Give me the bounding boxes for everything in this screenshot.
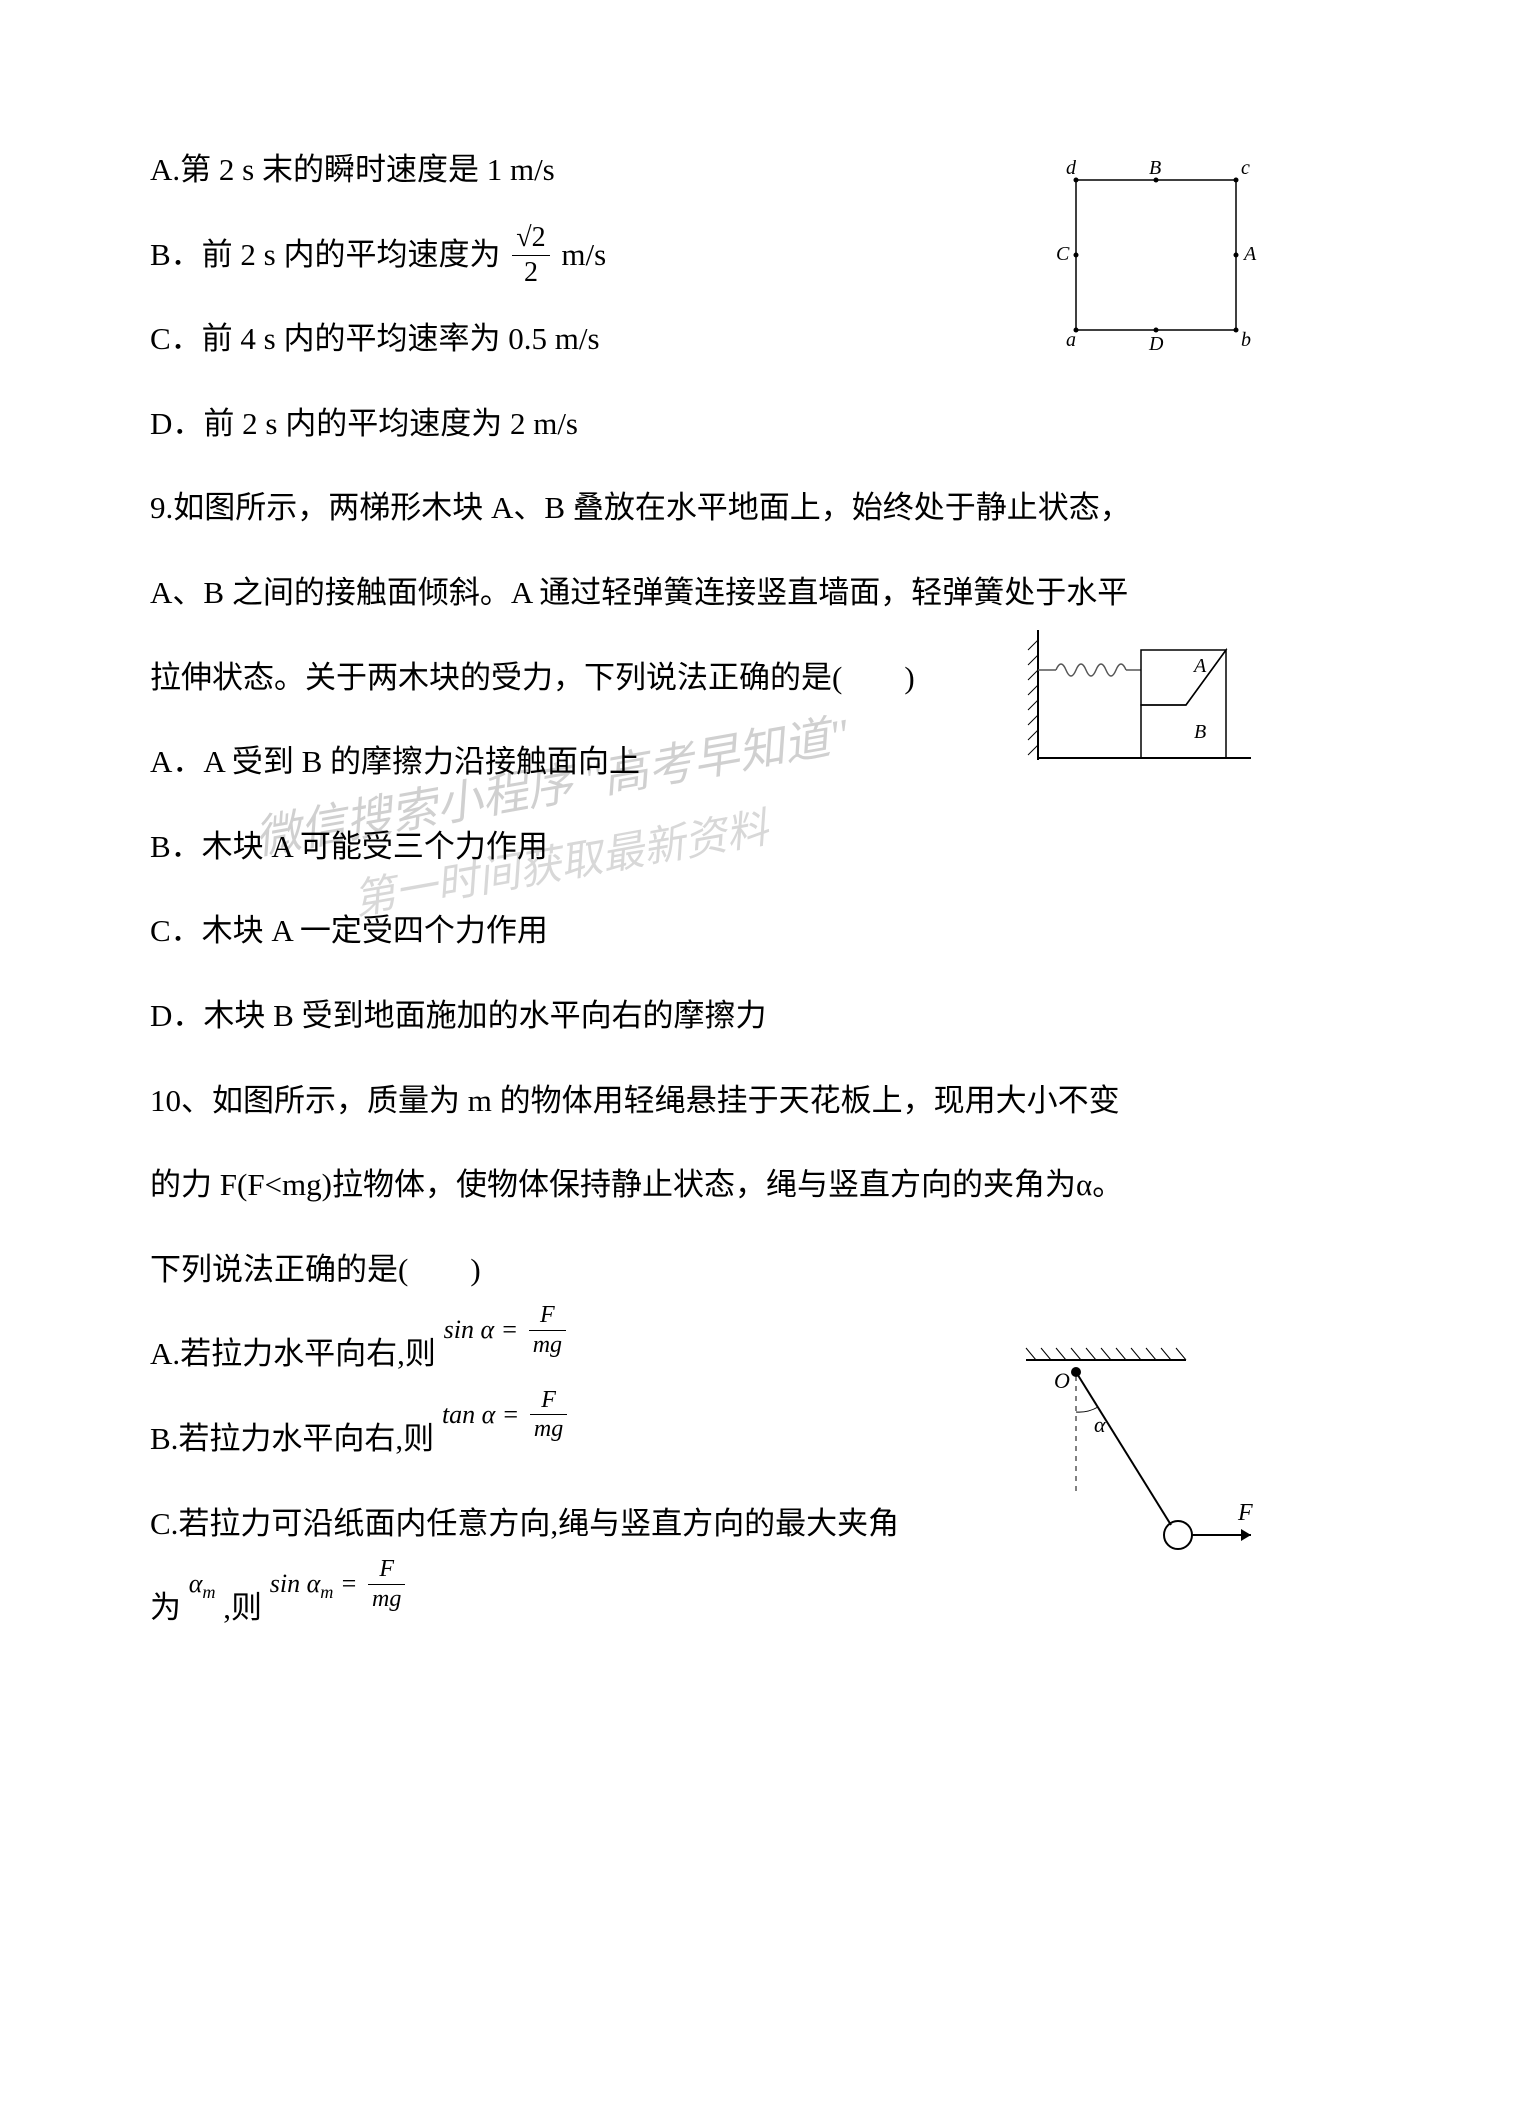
q10-optb-equation: tan α = F mg: [442, 1381, 571, 1449]
option-b-frac-den: 2: [512, 256, 549, 290]
q10-optc2-prefix: 为: [150, 1590, 181, 1625]
q10-opta-equation: sin α = F mg: [444, 1296, 570, 1364]
q10-line1: 10、如图所示，质量为 m 的物体用轻绳悬挂于天花板上，现用大小不变: [150, 1061, 1386, 1142]
q10-optc2-fraction: F mg: [368, 1555, 405, 1614]
option-c-text: C．前 4 s 内的平均速率为 0.5 m/s: [150, 299, 1386, 380]
q10-opta-frac-den: mg: [529, 1331, 566, 1360]
q9-option-a: A．A 受到 B 的摩擦力沿接触面向上: [150, 722, 1386, 803]
q10-optb-frac-num: F: [530, 1386, 567, 1416]
q10-optc2-mid: ,则: [223, 1590, 262, 1625]
q9-option-c: C．木块 A 一定受四个力作用: [150, 891, 1386, 972]
q10-option-c-cont: 为 αm ,则 sin αm = F mg: [150, 1568, 1386, 1649]
q10-option-a: A.若拉力水平向右,则 sin α = F mg: [150, 1314, 1386, 1395]
q9-option-b: B．木块 A 可能受三个力作用: [150, 807, 1386, 888]
q10-opta-fraction: F mg: [529, 1301, 566, 1360]
q10-opta-frac-num: F: [529, 1301, 566, 1331]
option-b-suffix: m/s: [561, 237, 606, 272]
q9-option-d: D．木块 B 受到地面施加的水平向右的摩擦力: [150, 976, 1386, 1057]
q10-line3: 下列说法正确的是( ): [150, 1230, 1386, 1311]
q9-line1: 9.如图所示，两梯形木块 A、B 叠放在水平地面上，始终处于静止状态，: [150, 468, 1386, 549]
q10-optb-eq-left: tan α =: [442, 1400, 519, 1429]
q10-optc2-frac-den: mg: [368, 1585, 405, 1614]
q9-line3: 拉伸状态。关于两木块的受力，下列说法正确的是( ): [150, 638, 1386, 719]
q10-optc2-alpha: αm: [189, 1550, 216, 1618]
q10-optc2-frac-num: F: [368, 1555, 405, 1585]
q10-opta-eq-left: sin α =: [444, 1315, 519, 1344]
option-d-text: D．前 2 s 内的平均速度为 2 m/s: [150, 384, 1386, 465]
option-b-prefix: B．前 2 s 内的平均速度为: [150, 237, 501, 272]
option-b-line: B．前 2 s 内的平均速度为 √2 2 m/s: [150, 215, 1386, 296]
q10-line2: 的力 F(F<mg)拉物体，使物体保持静止状态，绳与竖直方向的夹角为α。: [150, 1145, 1386, 1226]
option-b-frac-num: √2: [512, 221, 549, 256]
q10-optb-prefix: B.若拉力水平向右,则: [150, 1421, 434, 1456]
q10-optc2-equation: sin αm = F mg: [270, 1550, 410, 1618]
option-b-fraction: √2 2: [512, 221, 549, 289]
q10-option-b: B.若拉力水平向右,则 tan α = F mg: [150, 1399, 1386, 1480]
q10-optb-fraction: F mg: [530, 1386, 567, 1445]
q10-optb-frac-den: mg: [530, 1415, 567, 1444]
q9-line2: A、B 之间的接触面倾斜。A 通过轻弹簧连接竖直墙面，轻弹簧处于水平: [150, 553, 1386, 634]
q10-opta-prefix: A.若拉力水平向右,则: [150, 1336, 436, 1371]
option-a-text: A.第 2 s 末的瞬时速度是 1 m/s: [150, 130, 1386, 211]
